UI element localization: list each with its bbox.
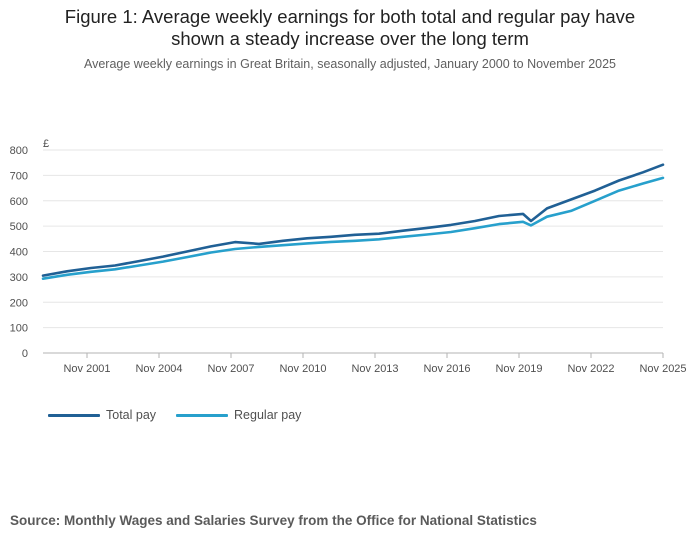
regular-pay-line[interactable] [41,176,665,280]
chart-title-line-1: Figure 1: Average weekly earnings for bo… [64,6,636,27]
total-pay-line[interactable] [41,163,665,277]
x-tick-label: Nov 2022 [567,363,614,375]
x-tick-label: Nov 2019 [495,363,542,375]
y-tick-label: 400 [10,247,28,259]
x-tick-label: Nov 2004 [135,363,182,375]
y-tick-label: 500 [10,221,28,233]
y-tick-label: 100 [10,323,28,335]
x-tick-label: Nov 2007 [207,363,254,375]
y-tick-label: 600 [10,196,28,208]
series-lines [41,163,665,280]
legend: Total pay Regular pay [48,408,321,422]
legend-swatch-total-pay [48,413,100,417]
legend-label-regular-pay: Regular pay [234,408,302,422]
legend-item-regular-pay[interactable]: Regular pay [176,408,301,422]
y-tick-label: 300 [10,272,28,284]
x-tick-label: Nov 2013 [351,363,398,375]
y-axis-label: £ [43,138,49,150]
legend-swatch-regular-pay [176,413,229,417]
x-tick-label: Nov 2025 [639,363,686,375]
legend-item-total-pay[interactable]: Total pay [48,408,156,422]
legend-label-total-pay: Total pay [106,408,157,422]
source-note: Source: Monthly Wages and Salaries Surve… [10,513,537,528]
y-axis-ticks: 0 100 200 300 400 500 600 700 800 [10,145,28,360]
x-tick-label: Nov 2010 [279,363,326,375]
x-tick-label: Nov 2001 [63,363,110,375]
chart-title: Figure 1: Average weekly earnings for bo… [0,6,700,50]
gridlines [43,149,663,354]
chart-subtitle: Average weekly earnings in Great Britain… [83,57,617,71]
chart-title-line-2: shown a steady increase over the long te… [171,28,529,49]
y-tick-label: 200 [10,297,28,309]
y-tick-label: 700 [10,170,28,182]
x-tick-label: Nov 2016 [423,363,470,375]
y-tick-label: 0 [22,348,28,360]
y-tick-label: 800 [10,145,28,157]
x-axis: Nov 2001 Nov 2004 Nov 2007 Nov 2010 Nov 2013… [63,353,687,375]
